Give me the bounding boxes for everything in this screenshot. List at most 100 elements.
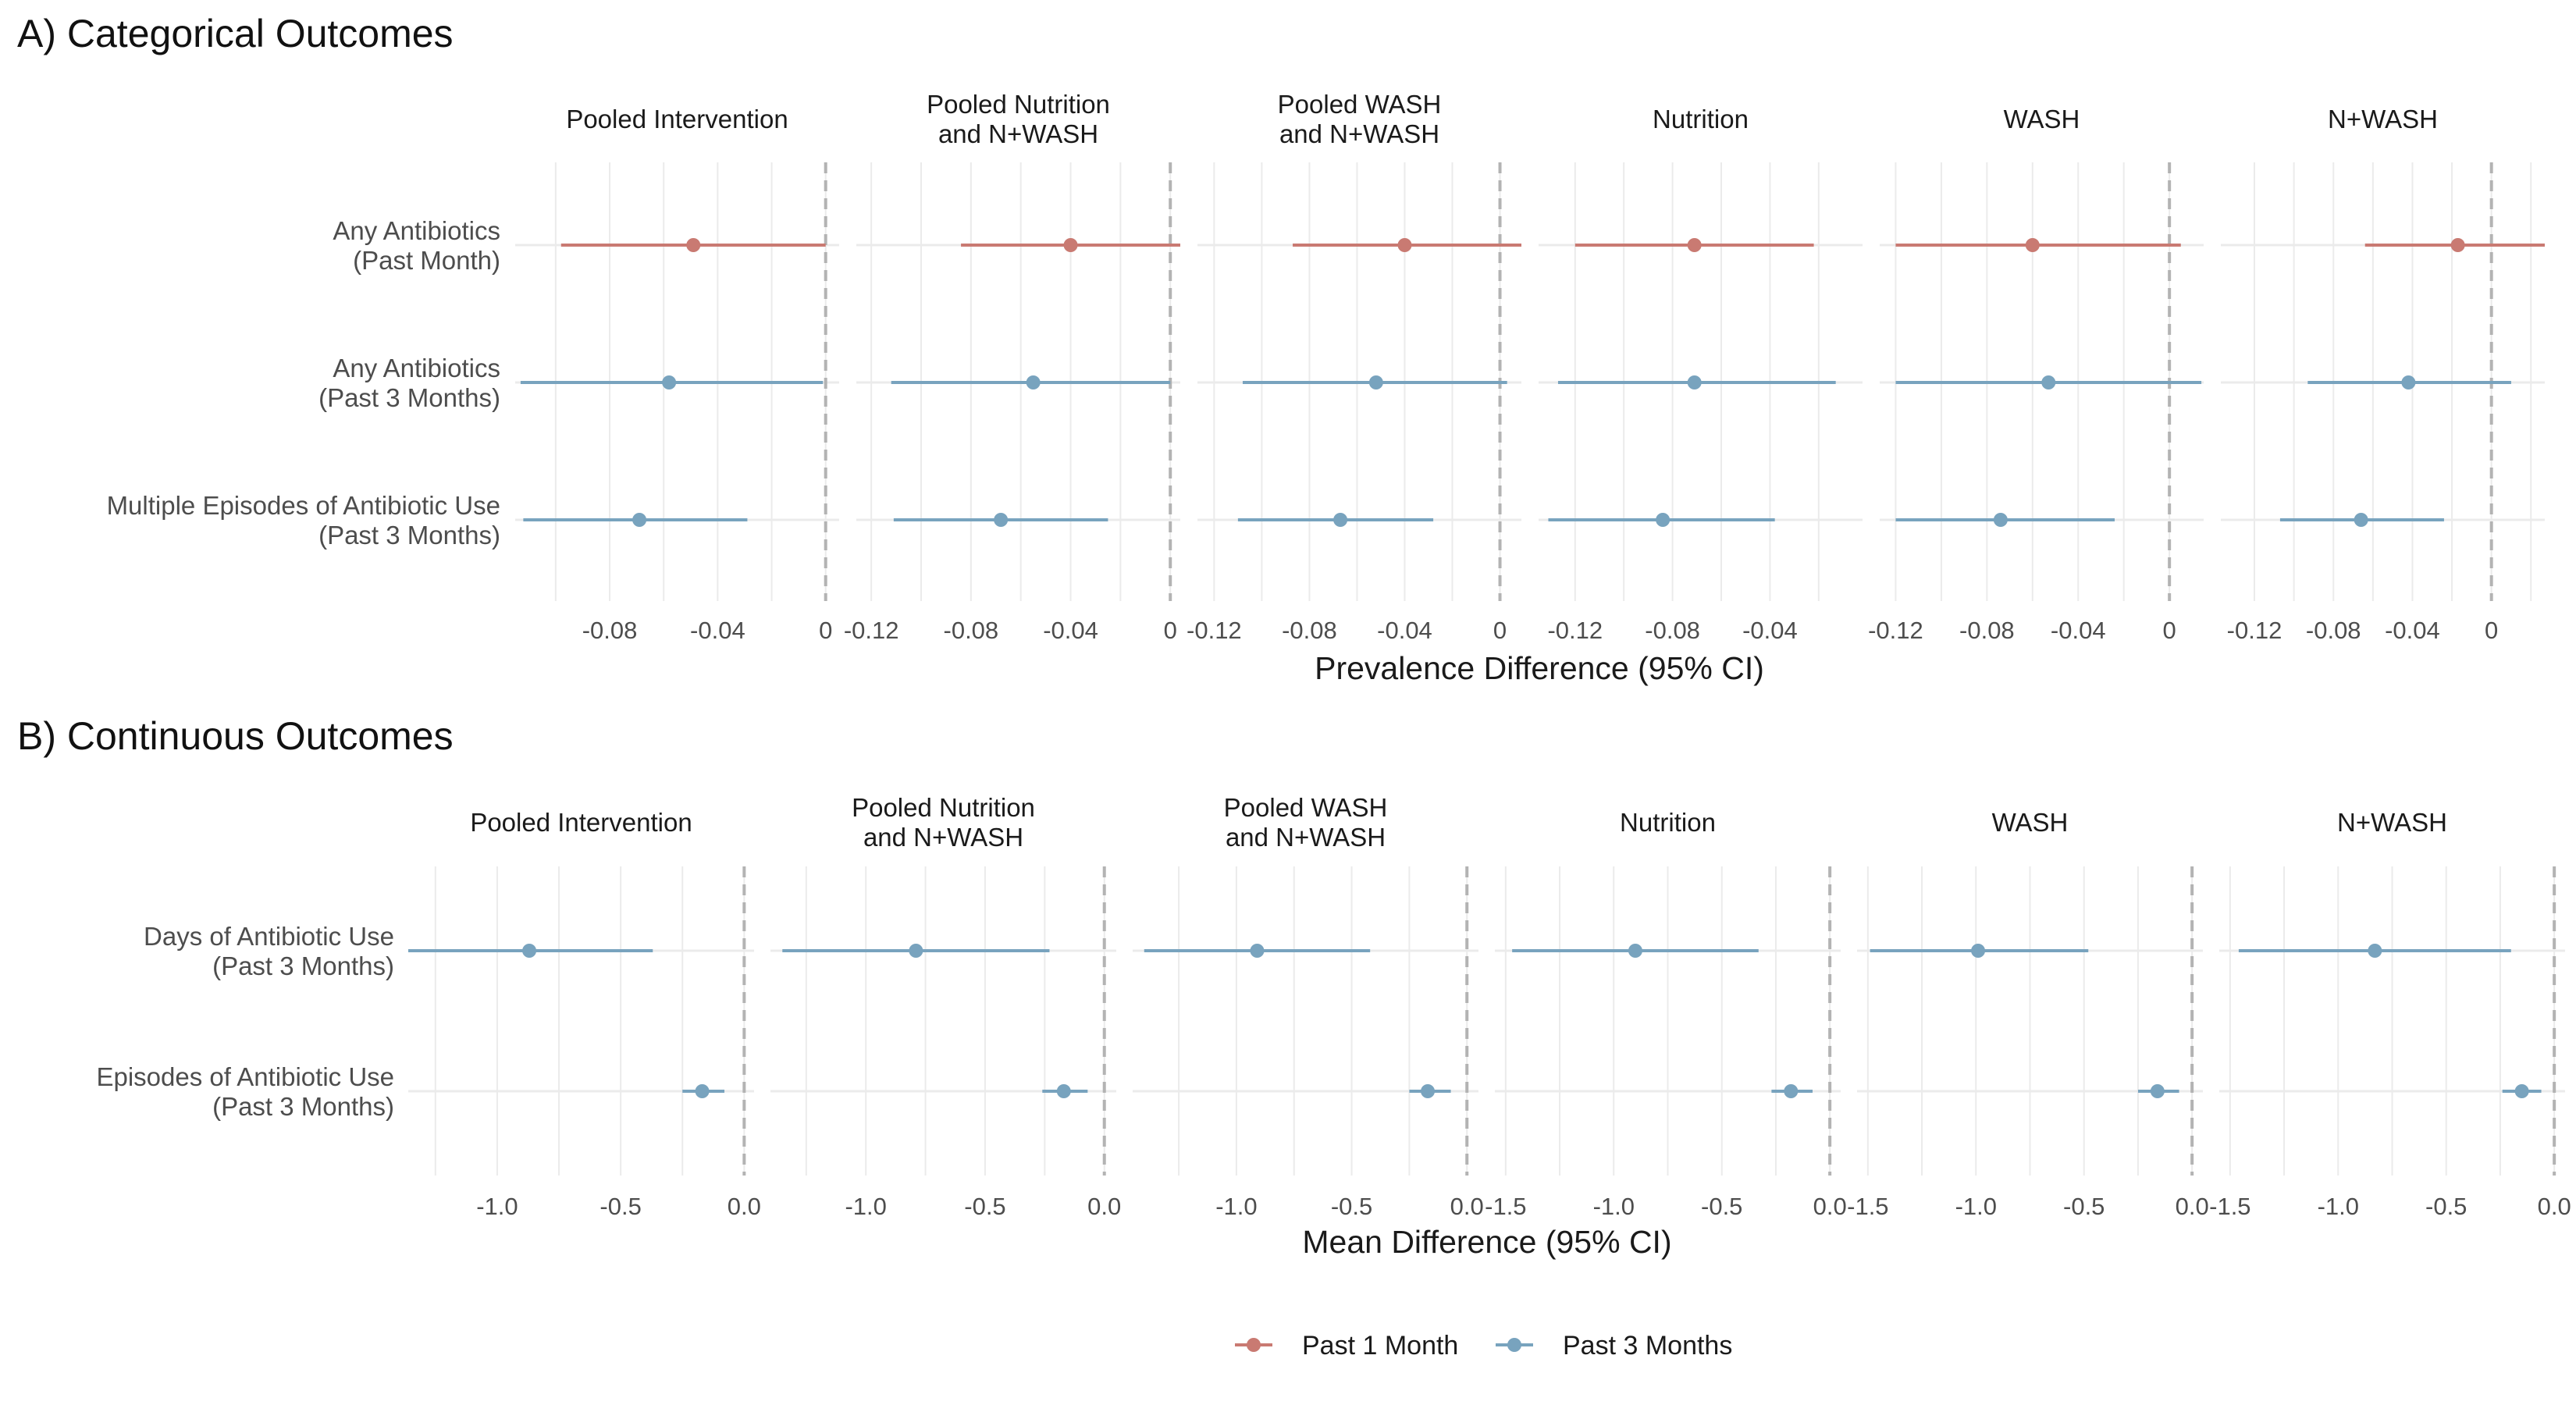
row-label-line: (Past 3 Months) bbox=[318, 521, 500, 550]
facet-title-line: Nutrition bbox=[1653, 105, 1749, 133]
x-tick-label: 0.0 bbox=[2176, 1193, 2209, 1220]
x-tick-label: -0.04 bbox=[2385, 617, 2440, 644]
point-estimate-past-3-months bbox=[2150, 1084, 2165, 1098]
x-tick-label: -1.0 bbox=[2318, 1193, 2359, 1220]
x-tick-label: 0 bbox=[1164, 617, 1177, 644]
facet-title-line: Pooled Intervention bbox=[566, 105, 788, 133]
row-label-line: Episodes of Antibiotic Use bbox=[96, 1062, 394, 1091]
row-label-line: (Past 3 Months) bbox=[318, 383, 500, 412]
facet-title: Pooled Intervention bbox=[566, 105, 788, 133]
x-tick-label: -0.04 bbox=[690, 617, 745, 644]
point-estimate-past-3-months bbox=[1333, 513, 1348, 527]
facet-title: Pooled WASH and N+WASH bbox=[1224, 793, 1388, 852]
point-estimate-past-3-months bbox=[1993, 513, 2008, 527]
panel-a-title: A) Categorical Outcomes bbox=[17, 12, 454, 55]
facet-wash: WASH -0.12 -0.08 -0.04 0 bbox=[1868, 105, 2204, 644]
facet-title-line: and N+WASH bbox=[1279, 119, 1439, 148]
facet-pooled-nutrition-and-n-wash: Pooled Nutrition and N+WASH -1.0 -0.5 0.0 bbox=[770, 793, 1121, 1220]
row-label-line: (Past Month) bbox=[353, 246, 500, 275]
point-estimate-past-1-month bbox=[1063, 238, 1078, 252]
point-estimate-past-3-months bbox=[2041, 375, 2056, 389]
facet-title: Nutrition bbox=[1653, 105, 1749, 133]
facet-title-line: Pooled WASH bbox=[1224, 793, 1388, 822]
x-tick-label: -0.5 bbox=[2425, 1193, 2467, 1220]
point-estimate-past-3-months bbox=[1026, 375, 1041, 389]
point-estimate-past-3-months bbox=[1250, 944, 1265, 958]
point-estimate-past-3-months bbox=[522, 944, 537, 958]
x-tick-label: -0.08 bbox=[1645, 617, 1700, 644]
x-tick-label: -1.0 bbox=[476, 1193, 518, 1220]
x-tick-label: 0 bbox=[2485, 617, 2498, 644]
row-label-line: Multiple Episodes of Antibiotic Use bbox=[107, 491, 500, 520]
x-tick-label: -0.08 bbox=[1282, 617, 1337, 644]
row-label-line: (Past 3 Months) bbox=[212, 1092, 394, 1121]
x-tick-label: 0 bbox=[2163, 617, 2176, 644]
facet-title-line: and N+WASH bbox=[1226, 823, 1386, 852]
point-estimate-past-3-months bbox=[1687, 375, 1702, 389]
x-tick-label: -0.04 bbox=[1377, 617, 1432, 644]
point-estimate-past-1-month bbox=[2450, 238, 2465, 252]
point-estimate-past-1-month bbox=[1397, 238, 1412, 252]
panel-b-plot: Days of Antibiotic Use (Past 3 Months)Epi… bbox=[96, 793, 2571, 1220]
facet-title-line: and N+WASH bbox=[863, 823, 1023, 852]
x-tick-label: 0.0 bbox=[1813, 1193, 1847, 1220]
row-label-line: Days of Antibiotic Use bbox=[144, 922, 394, 951]
facet-title-line: WASH bbox=[2004, 105, 2080, 133]
facet-title-line: Pooled Nutrition bbox=[927, 90, 1110, 119]
x-tick-label: -0.12 bbox=[844, 617, 899, 644]
point-estimate-past-3-months bbox=[2514, 1084, 2529, 1098]
facet-pooled-wash-and-n-wash: Pooled WASH and N+WASH -0.12 -0.08 -0.04 0 bbox=[1187, 90, 1521, 644]
row-label-days-of-antibiotic-use-past-3-months: Days of Antibiotic Use (Past 3 Months) bbox=[144, 922, 394, 980]
facet-n-wash: N+WASH -0.12 -0.08 -0.04 0 bbox=[2221, 105, 2545, 644]
x-tick-label: -0.12 bbox=[1187, 617, 1242, 644]
point-estimate-past-3-months bbox=[1368, 375, 1383, 389]
panel-b-title: B) Continuous Outcomes bbox=[17, 714, 454, 758]
x-tick-label: 0.0 bbox=[1450, 1193, 1484, 1220]
point-estimate-past-3-months bbox=[2368, 944, 2382, 958]
facet-title-line: N+WASH bbox=[2328, 105, 2438, 133]
point-estimate-past-1-month bbox=[1687, 238, 1702, 252]
facet-title: N+WASH bbox=[2337, 808, 2447, 837]
x-tick-label: -0.5 bbox=[1331, 1193, 1372, 1220]
x-tick-label: -1.0 bbox=[1593, 1193, 1635, 1220]
x-tick-label: -1.0 bbox=[845, 1193, 886, 1220]
panel-b-x-axis-title: Mean Difference (95% CI) bbox=[1302, 1224, 1671, 1260]
x-tick-label: -0.04 bbox=[1043, 617, 1098, 644]
row-label-multiple-episodes-of-antibiotic-use-past-3-months: Multiple Episodes of Antibiotic Use (Past… bbox=[107, 491, 500, 550]
x-tick-label: -1.5 bbox=[1847, 1193, 1888, 1220]
x-tick-label: -1.5 bbox=[2209, 1193, 2250, 1220]
facet-title-line: and N+WASH bbox=[938, 119, 1098, 148]
x-tick-label: -0.08 bbox=[2306, 617, 2361, 644]
point-estimate-past-3-months bbox=[1628, 944, 1642, 958]
point-estimate-past-3-months bbox=[1056, 1084, 1071, 1098]
facet-nutrition: Nutrition -0.12 -0.08 -0.04 bbox=[1539, 105, 1863, 644]
facet-title-line: Pooled WASH bbox=[1278, 90, 1442, 119]
x-tick-label: -1.0 bbox=[1955, 1193, 1997, 1220]
x-tick-label: 0 bbox=[1493, 617, 1507, 644]
facet-pooled-nutrition-and-n-wash: Pooled Nutrition and N+WASH -0.12 -0.08 -0.0… bbox=[844, 90, 1180, 644]
x-tick-label: -0.12 bbox=[1868, 617, 1923, 644]
panel-a-x-axis-title: Prevalence Difference (95% CI) bbox=[1315, 650, 1764, 686]
facet-title: Pooled WASH and N+WASH bbox=[1278, 90, 1442, 148]
x-tick-label: -0.08 bbox=[944, 617, 999, 644]
facet-title: WASH bbox=[1992, 808, 2069, 837]
x-tick-label: -0.5 bbox=[964, 1193, 1005, 1220]
x-tick-label: 0.0 bbox=[2538, 1193, 2571, 1220]
x-tick-label: -0.04 bbox=[1742, 617, 1798, 644]
facet-title: Pooled Nutrition and N+WASH bbox=[852, 793, 1035, 852]
row-label-line: Any Antibiotics bbox=[333, 354, 500, 382]
row-label-episodes-of-antibiotic-use-past-3-months: Episodes of Antibiotic Use (Past 3 Months… bbox=[96, 1062, 394, 1121]
facet-title-line: Pooled Nutrition bbox=[852, 793, 1035, 822]
point-estimate-past-3-months bbox=[2354, 513, 2368, 527]
panel-continuous-outcomes: B) Continuous Outcomes Days of Antibioti… bbox=[17, 714, 2571, 1260]
facet-title: Nutrition bbox=[1620, 808, 1716, 837]
x-tick-label: -0.08 bbox=[1959, 617, 2015, 644]
facet-title: Pooled Nutrition and N+WASH bbox=[927, 90, 1110, 148]
facet-wash: WASH -1.5 -1.0 -0.5 0.0 bbox=[1847, 808, 2209, 1220]
point-estimate-past-3-months bbox=[1656, 513, 1670, 527]
point-estimate-past-1-month bbox=[686, 238, 701, 252]
x-tick-label: -0.5 bbox=[600, 1193, 641, 1220]
x-tick-label: -0.12 bbox=[1547, 617, 1603, 644]
row-label-any-antibiotics-past-month: Any Antibiotics (Past Month) bbox=[333, 216, 500, 275]
point-estimate-past-3-months bbox=[909, 944, 923, 958]
